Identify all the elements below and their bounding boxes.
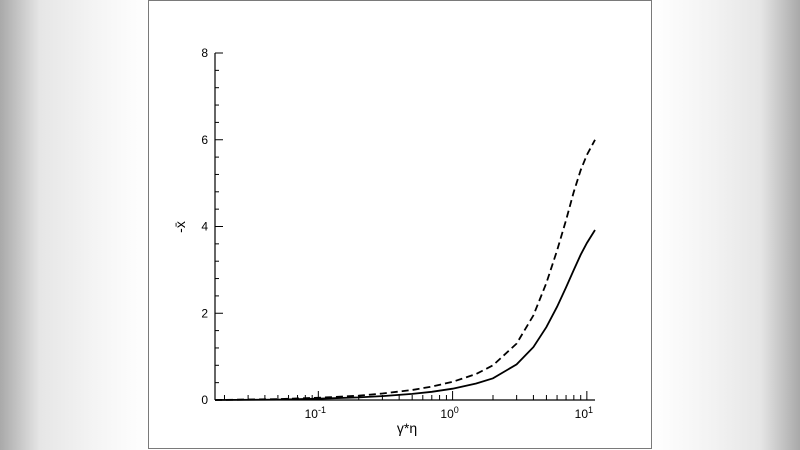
y-tick-label: 2 — [201, 306, 208, 320]
series-dashed-line — [214, 139, 596, 401]
y-axis-label: -x̄ — [172, 221, 188, 233]
y-tick-label: 0 — [201, 393, 208, 407]
series-solid-line — [214, 229, 596, 401]
ticks: 0 2 4 6 8 10-1 100 101 — [201, 46, 593, 421]
x-tick-label: 10-1 — [305, 405, 326, 421]
y-tick-label: 8 — [201, 46, 208, 60]
x-tick-label: 100 — [440, 405, 458, 421]
y-tick-label: 4 — [201, 220, 208, 234]
series-layer — [214, 139, 596, 401]
axes — [214, 53, 595, 401]
axis-labels: γ*η -x̄ — [172, 221, 417, 436]
x-tick-label: 101 — [575, 405, 593, 421]
x-axis-label: γ*η — [397, 420, 417, 436]
chart: 0 2 4 6 8 10-1 100 101 γ*η -x̄ — [172, 46, 596, 436]
plot-frame: 0 2 4 6 8 10-1 100 101 γ*η -x̄ — [148, 0, 652, 449]
y-tick-label: 6 — [201, 133, 208, 147]
